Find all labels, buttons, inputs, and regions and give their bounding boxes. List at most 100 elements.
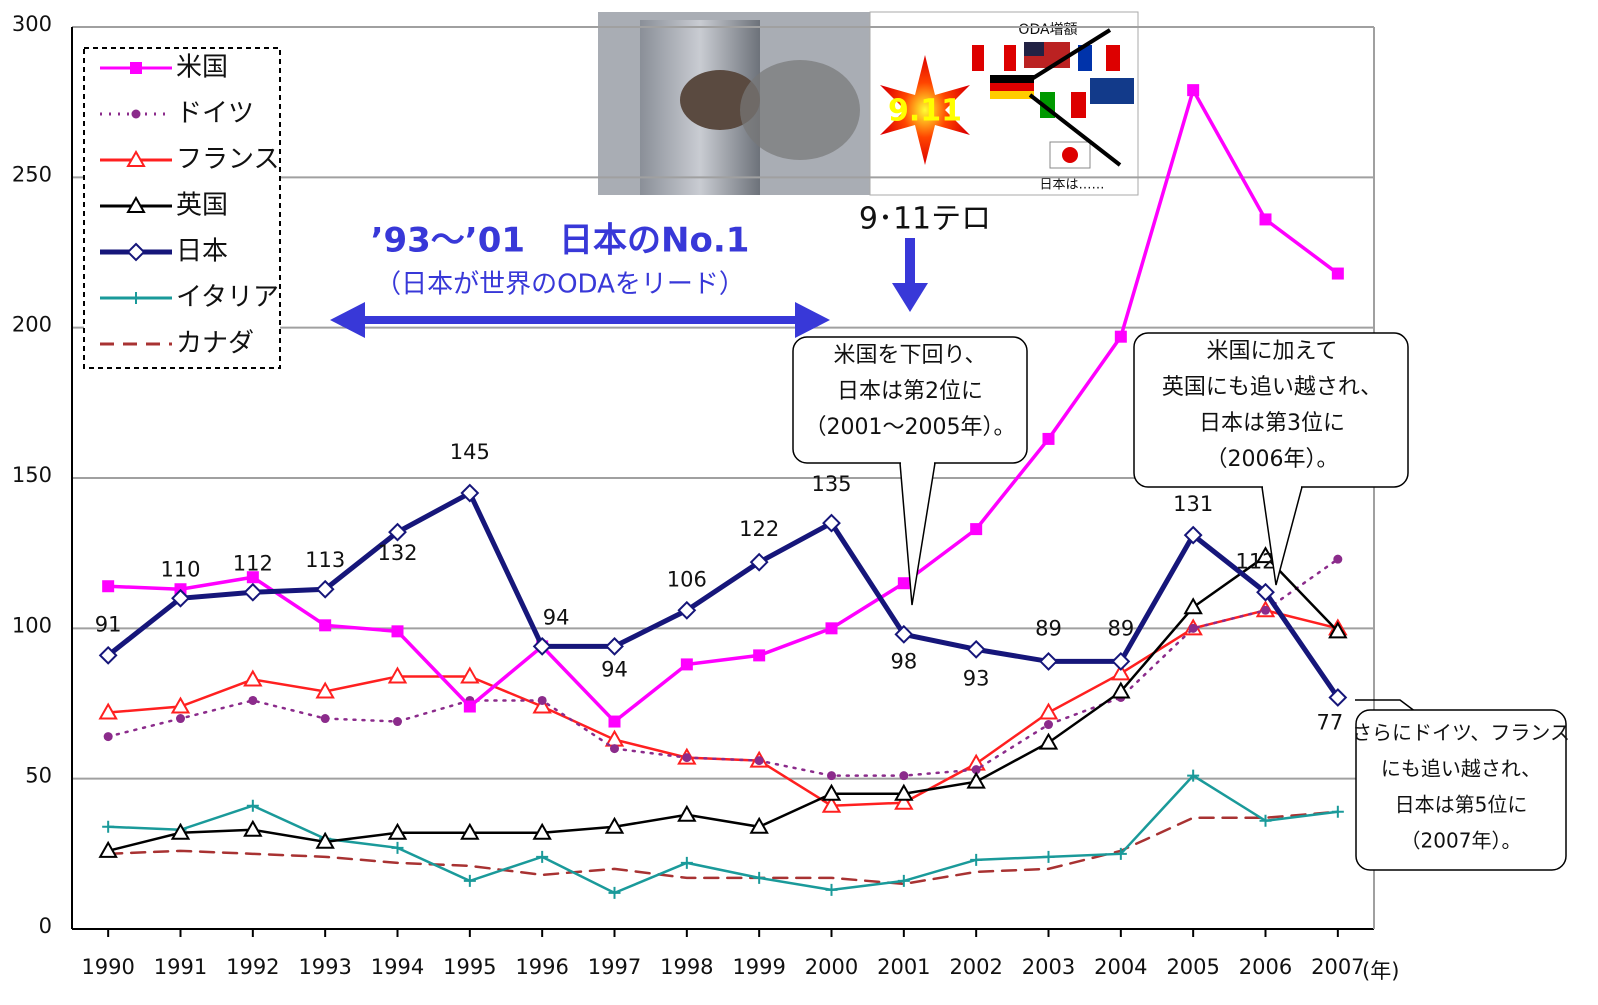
marker [608, 886, 621, 899]
marker [388, 522, 407, 542]
legend-label: カナダ [176, 329, 254, 359]
series [98, 600, 1348, 813]
legend-label: 英国 [176, 191, 228, 221]
marker [1111, 681, 1131, 699]
event-label: 9･11テロ [859, 202, 991, 237]
marker [1328, 621, 1348, 639]
photo: 9.11 ODA増額 日本は…… [598, 11, 1139, 196]
legend-marker [126, 242, 146, 262]
marker [1259, 814, 1272, 827]
x-tick-label: 2003 [1022, 955, 1075, 979]
data-label: 89 [1035, 616, 1062, 640]
x-tick-label: 1997 [588, 955, 641, 979]
marker [894, 624, 914, 644]
marker [754, 756, 764, 766]
legend-marker [126, 149, 146, 167]
marker [1331, 267, 1344, 280]
marker [102, 580, 115, 593]
y-tick-label: 50 [25, 764, 52, 788]
marker [98, 702, 118, 720]
data-label: 132 [377, 541, 417, 565]
marker [1039, 651, 1058, 671]
y-tick-label: 100 [12, 613, 52, 637]
marker [753, 649, 766, 662]
x-tick-label: 2007 [1311, 955, 1364, 979]
data-label: 93 [963, 666, 990, 690]
line [106, 557, 1340, 777]
period-label: ’93～’01 日本のNo.1 [371, 221, 750, 261]
x-tick-label: 1990 [81, 955, 134, 979]
marker [532, 696, 552, 714]
x-tick-label: 2000 [805, 955, 858, 979]
marker [460, 483, 480, 503]
marker [319, 619, 332, 632]
marker [971, 765, 981, 775]
marker [320, 714, 330, 724]
marker [1183, 597, 1203, 615]
marker [243, 819, 263, 837]
marker [1183, 525, 1203, 545]
y-tick-label: 300 [12, 12, 52, 36]
marker [1038, 702, 1059, 720]
marker [1255, 546, 1276, 564]
callout-box [1355, 709, 1567, 871]
legend-marker [131, 109, 141, 119]
line [106, 609, 1340, 807]
marker [822, 513, 841, 533]
marker [605, 636, 624, 656]
legend-marker [130, 62, 142, 74]
data-label: 77 [1316, 710, 1343, 734]
marker [103, 732, 113, 742]
series [103, 554, 1343, 781]
legend-label: フランス [176, 145, 279, 175]
marker [532, 822, 552, 840]
data-label: 145 [450, 440, 490, 464]
series [98, 483, 1348, 707]
x-tick-label: 2001 [877, 955, 930, 979]
callout-text: さらにドイツ、フランス [1352, 721, 1570, 745]
marker [1042, 432, 1055, 445]
marker [1042, 850, 1055, 863]
marker [825, 883, 838, 896]
marker [677, 804, 697, 822]
x-tick-label: 2004 [1094, 955, 1147, 979]
x-unit: (年) [1362, 959, 1399, 983]
marker [391, 841, 404, 854]
marker [827, 771, 836, 781]
marker [825, 622, 838, 635]
y-tick-label: 250 [12, 162, 52, 186]
x-tick-label: 1991 [154, 955, 207, 979]
marker [1259, 213, 1272, 226]
annotations: ’93～’01 日本のNo.1 （日本が世界のODAをリード） 9･11テロ [330, 202, 991, 338]
series [98, 546, 1348, 858]
marker [248, 695, 258, 705]
marker [604, 816, 625, 834]
marker [1187, 769, 1200, 782]
marker [463, 700, 476, 713]
data-label: 113 [305, 548, 345, 572]
marker [387, 666, 408, 684]
data-label: 112 [233, 551, 273, 575]
marker [677, 600, 697, 620]
marker [170, 696, 191, 714]
marker [1188, 623, 1198, 633]
marker [246, 571, 259, 584]
marker [1333, 554, 1343, 564]
y-tick-label: 200 [12, 313, 52, 337]
marker [98, 840, 118, 858]
marker [460, 666, 480, 684]
legend-label: ドイツ [176, 99, 254, 129]
marker [1114, 330, 1127, 343]
data-label: 131 [1173, 492, 1213, 516]
callout-text: にも追い越され、 [1381, 757, 1541, 781]
marker [1114, 847, 1127, 860]
marker [1111, 651, 1131, 671]
legend-label: 日本 [176, 237, 228, 267]
marker [315, 831, 335, 849]
marker [243, 669, 263, 687]
marker [1111, 663, 1131, 681]
marker [176, 714, 185, 724]
callout-text: 日本は第5位に [1395, 793, 1528, 817]
photo-text: 日本は…… [1039, 178, 1104, 193]
photo-text: ODA増額 [1018, 22, 1077, 38]
